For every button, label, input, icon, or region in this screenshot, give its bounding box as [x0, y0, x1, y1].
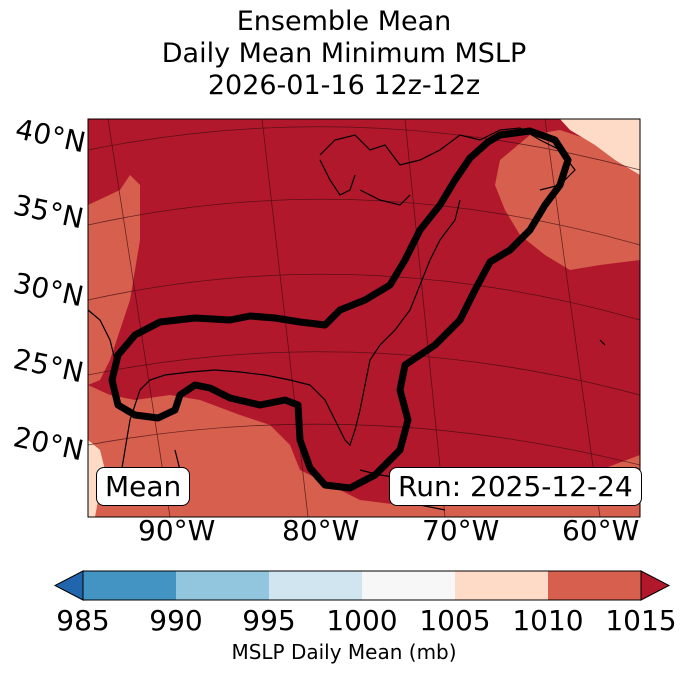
- mean-label-box: Mean: [96, 467, 191, 506]
- colorbar-tick-label: 990: [149, 604, 203, 637]
- lon-label-90: 90°W: [138, 514, 216, 547]
- pressure-band-south: [88, 385, 640, 517]
- pressure-band-west: [88, 175, 140, 385]
- colorbar-swatch: [269, 571, 363, 600]
- colorbar-frame: [82, 570, 642, 601]
- colorbar-extend-high: [640, 570, 671, 601]
- map-frame: [87, 118, 641, 518]
- run-label-box: Run: 2025-12-24: [389, 467, 642, 506]
- title-line-1: Ensemble Mean: [236, 6, 452, 37]
- colorbar-tick-label: 985: [56, 604, 110, 637]
- pressure-band-light-northeast: [560, 119, 640, 175]
- colorbar-tick-label: 1005: [419, 604, 491, 637]
- colorbar-label: MSLP Daily Mean (mb): [231, 640, 457, 664]
- colorbar-tick-label: 1010: [512, 604, 584, 637]
- title-line-2: Daily Mean Minimum MSLP: [161, 38, 527, 69]
- lon-label-60: 60°W: [562, 514, 640, 547]
- lon-label-80: 80°W: [282, 514, 360, 547]
- colorbar-tick-label: 1000: [326, 604, 398, 637]
- colorbar-swatch: [455, 571, 549, 600]
- colorbar-swatch: [83, 571, 177, 600]
- contour-line: [108, 127, 572, 492]
- colorbar-extend-low: [53, 570, 84, 601]
- colorbar-swatch: [362, 571, 456, 600]
- colorbar-swatch: [548, 571, 642, 600]
- colorbar-tick-label: 995: [242, 604, 296, 637]
- colorbar-tick-label: 1015: [605, 604, 677, 637]
- colorbar-swatch: [176, 571, 270, 600]
- lon-label-70: 70°W: [422, 514, 500, 547]
- title-line-3: 2026-01-16 12z-12z: [207, 70, 481, 101]
